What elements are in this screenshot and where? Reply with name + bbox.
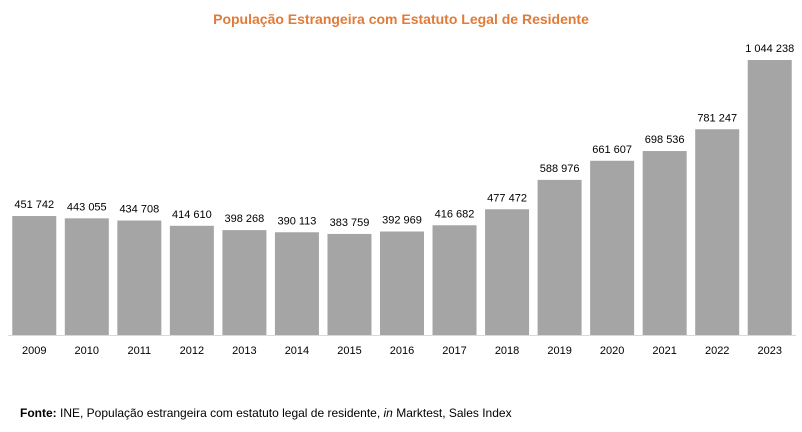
source-italic: in <box>383 406 393 420</box>
value-label-2012: 414 610 <box>172 209 212 221</box>
value-label-2022: 781 247 <box>697 112 737 124</box>
bar-2022 <box>695 129 740 335</box>
bar-2015 <box>327 233 372 335</box>
value-label-2018: 477 472 <box>487 192 527 204</box>
bar-2014 <box>274 232 319 335</box>
bar-2023 <box>747 60 792 335</box>
value-label-2011: 434 708 <box>119 204 159 216</box>
x-tick-label-2018: 2018 <box>495 345 519 357</box>
bar-2021 <box>642 151 687 335</box>
source-text-part2: Marktest, Sales Index <box>392 406 512 420</box>
value-label-2013: 398 268 <box>225 213 265 225</box>
bar-2019 <box>537 179 582 335</box>
x-tick-label-2016: 2016 <box>390 345 414 357</box>
x-tick-label-2023: 2023 <box>757 345 781 357</box>
chart-title: População Estrangeira com Estatuto Legal… <box>213 11 589 27</box>
x-tick-label-2013: 2013 <box>232 345 256 357</box>
value-label-2015: 383 759 <box>330 217 370 229</box>
bar-2016 <box>380 231 424 335</box>
value-label-2019: 588 976 <box>540 163 580 175</box>
bars-group <box>12 60 792 335</box>
bar-2009 <box>12 216 57 335</box>
value-label-2009: 451 742 <box>14 199 54 211</box>
x-tick-label-2019: 2019 <box>547 345 571 357</box>
value-label-2020: 661 607 <box>592 144 632 156</box>
bar-2011 <box>117 220 162 335</box>
value-label-2021: 698 536 <box>645 134 685 146</box>
value-label-2023: 1 044 238 <box>745 43 794 55</box>
value-label-2014: 390 113 <box>277 215 316 227</box>
tick-labels-group: 2009 2010 2011 2012 2013 2014 2015 2016 2017 2018… <box>22 345 782 357</box>
x-tick-label-2009: 2009 <box>22 345 46 357</box>
source-label: Fonte: <box>20 406 57 420</box>
x-tick-label-2010: 2010 <box>75 345 99 357</box>
source-text-part1: INE, População estrangeira com estatuto … <box>56 406 384 420</box>
value-label-2016: 392 969 <box>382 215 422 227</box>
x-tick-label-2015: 2015 <box>337 345 361 357</box>
bar-2012 <box>169 225 214 335</box>
x-tick-label-2017: 2017 <box>442 345 466 357</box>
value-label-2017: 416 682 <box>435 208 475 220</box>
x-tick-label-2020: 2020 <box>600 345 624 357</box>
source-note: Fonte: INE, População estrangeira com es… <box>20 406 512 420</box>
x-tick-label-2012: 2012 <box>180 345 204 357</box>
bar-2018 <box>485 209 530 335</box>
x-tick-label-2021: 2021 <box>652 345 676 357</box>
bar-2013 <box>222 230 267 335</box>
x-tick-label-2014: 2014 <box>285 345 309 357</box>
x-tick-label-2022: 2022 <box>705 345 729 357</box>
bar-2020 <box>590 160 635 335</box>
x-tick-label-2011: 2011 <box>128 345 152 357</box>
value-label-2010: 443 055 <box>67 201 107 213</box>
bar-chart: 451 742 443 055 434 708 414 610 398 268 390 1… <box>8 43 796 357</box>
bar-2017 <box>432 225 477 335</box>
value-labels-group: 451 742 443 055 434 708 414 610 398 268 390 1… <box>14 43 794 229</box>
bar-2010 <box>64 218 109 335</box>
